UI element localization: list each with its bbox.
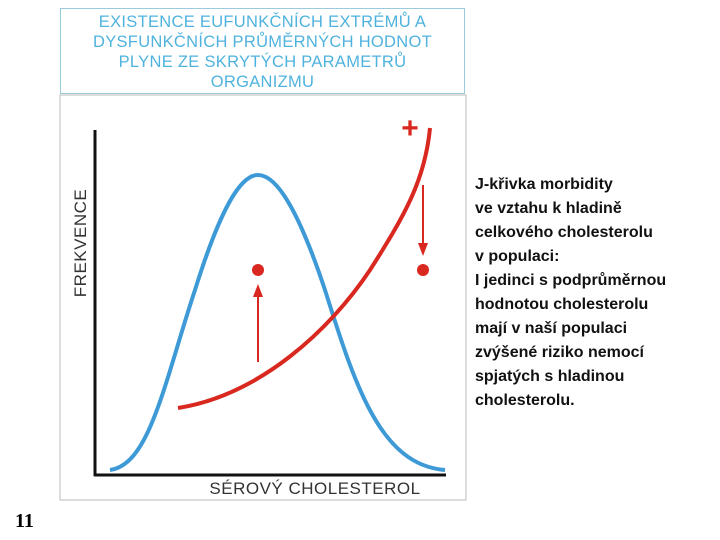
- caption-line: cholesterolu.: [475, 392, 575, 409]
- title-box: EXISTENCE EUFUNKČNÍCH EXTRÉMŮ A DYSFUNKČN…: [60, 8, 465, 94]
- caption-line: hodnotou cholesterolu: [475, 296, 649, 313]
- caption: J-křivka morbidity ve vztahu k hladině cel…: [475, 173, 666, 413]
- title-line: ORGANIZMU: [210, 73, 315, 91]
- morbidity-curve: [177, 127, 432, 410]
- title-line: EXISTENCE EUFUNKČNÍCH EXTRÉMŮ A: [98, 13, 427, 31]
- title-line: DYSFUNKČNÍCH PRŮMĚRNÝCH HODNOT: [92, 33, 432, 51]
- caption-line: spjatých s hladinou: [475, 368, 625, 385]
- y-label: FREKVENCE: [71, 189, 90, 297]
- plus-marker: +: [401, 112, 419, 145]
- caption-line: v populaci:: [475, 248, 560, 265]
- frequency-curve: [109, 172, 446, 472]
- title-line: PLYNE ZE SKRYTÝCH PARAMETRŮ: [118, 53, 407, 71]
- caption-line: I jedinci s podprůměrnou: [475, 272, 667, 289]
- dot: [417, 264, 429, 276]
- caption-line: J-křivka morbidity: [475, 176, 613, 193]
- arrow-head: [418, 243, 428, 256]
- slide-number: 11: [15, 510, 34, 532]
- caption-line: ve vztahu k hladině: [475, 200, 622, 217]
- caption-line: mají v naší populaci: [475, 320, 628, 337]
- diagram-frame: [59, 94, 467, 501]
- caption-line: celkového cholesterolu: [475, 224, 653, 241]
- x-label: SÉROVÝ CHOLESTEROL: [209, 479, 420, 498]
- dot: [252, 264, 264, 276]
- arrow-head: [253, 284, 263, 297]
- caption-line: zvýšené riziko nemocí: [475, 344, 644, 361]
